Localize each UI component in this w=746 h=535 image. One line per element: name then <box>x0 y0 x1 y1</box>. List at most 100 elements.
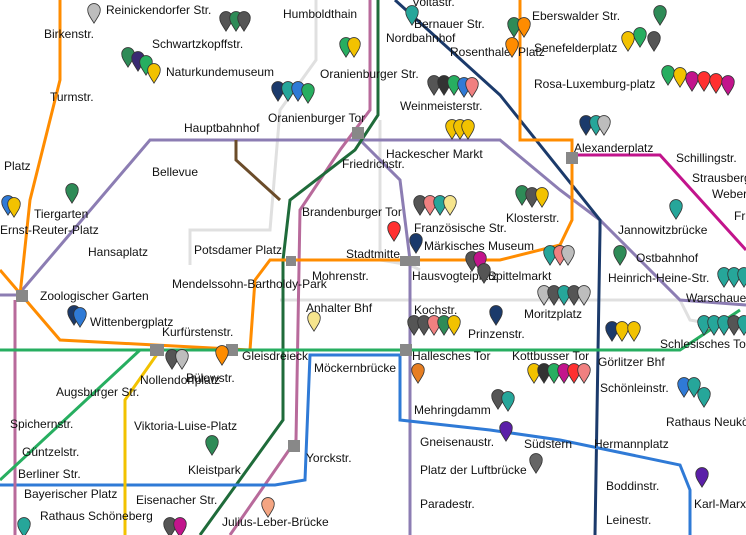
line-u6-south <box>358 138 412 535</box>
station-label: Fr <box>734 209 745 223</box>
map-pin-icon[interactable] <box>697 71 711 92</box>
station-label: Mohrenstr. <box>312 269 369 283</box>
map-pin-icon[interactable] <box>387 221 401 242</box>
map-pin-icon[interactable] <box>529 453 543 474</box>
map-pin-icon[interactable] <box>301 83 315 104</box>
map-pin-icon[interactable] <box>627 321 641 342</box>
station-label: Leinestr. <box>606 513 651 527</box>
map-pin-icon[interactable] <box>461 119 475 140</box>
station-label: Nollendorfplatz <box>140 373 220 387</box>
map-pin-icon[interactable] <box>685 71 699 92</box>
map-pin-icon[interactable] <box>147 63 161 84</box>
station-label: Karl-Marx-Str. <box>694 497 746 511</box>
station-label: Brandenburger Tor <box>302 205 402 219</box>
station-label: Gleisdreieck <box>242 349 309 363</box>
map-pin-icon[interactable] <box>215 345 229 366</box>
station-label: Zoologischer Garten <box>40 289 149 303</box>
station-label: Spittelmarkt <box>488 269 552 283</box>
map-pin-icon[interactable] <box>535 187 549 208</box>
map-pin-icon[interactable] <box>443 195 457 216</box>
station-label: Prinzenstr. <box>468 327 525 341</box>
station-label: Spichernstr. <box>10 417 73 431</box>
station-label: Märkisches Museum <box>424 239 534 253</box>
station-label: Alexanderplatz <box>574 141 653 155</box>
station-label: Schwartzkopffstr. <box>152 37 243 51</box>
map-pin-icon[interactable] <box>501 391 515 412</box>
line-u5 <box>234 140 282 202</box>
station-label: Potsdamer Platz <box>194 243 282 257</box>
map-pin-icon[interactable] <box>173 517 187 535</box>
map-pin-icon[interactable] <box>489 305 503 326</box>
map-pin-icon[interactable] <box>7 197 21 218</box>
map-pin-icon[interactable] <box>87 3 101 24</box>
map-pin-icon[interactable] <box>661 65 675 86</box>
map-pin-icon[interactable] <box>17 517 31 535</box>
map-pin-icon[interactable] <box>633 27 647 48</box>
station-label: Turmstr. <box>50 90 94 104</box>
map-pin-icon[interactable] <box>307 311 321 332</box>
map-pin-icon[interactable] <box>597 115 611 136</box>
map-pin-icon[interactable] <box>647 31 661 52</box>
station-label: Gneisenaustr. <box>420 435 494 449</box>
station-label: Eberswalder Str. <box>532 9 620 23</box>
map-pin-icon[interactable] <box>411 363 425 384</box>
tick-stadtmitte <box>400 256 420 266</box>
station-label: Platz der Luftbrücke <box>420 463 527 477</box>
map-pin-icon[interactable] <box>73 307 87 328</box>
map-pin-icon[interactable] <box>347 37 361 58</box>
station-label: Rathaus Schöneberg <box>40 509 153 523</box>
map-pin-icon[interactable] <box>577 363 591 384</box>
map-pin-icon[interactable] <box>577 285 591 306</box>
line-light-3 <box>378 120 421 272</box>
station-label: Klosterstr. <box>506 211 559 225</box>
map-pin-icon[interactable] <box>409 233 423 254</box>
map-pin-icon[interactable] <box>561 245 575 266</box>
station-label: Schillingstr. <box>676 151 737 165</box>
station-label: Kurfürstenstr. <box>162 325 233 339</box>
station-label: Strausberger <box>692 171 746 185</box>
line-u1-path <box>0 308 741 352</box>
station-label: Kleistpark <box>188 463 242 477</box>
map-pin-icon[interactable] <box>175 349 189 370</box>
station-label: Birkenstr. <box>44 27 94 41</box>
map-pin-icon[interactable] <box>615 321 629 342</box>
station-label: Hansaplatz <box>88 245 148 259</box>
station-label: Hallesches Tor <box>412 349 490 363</box>
tick-gleisdreieck <box>226 344 238 356</box>
map-pin-icon[interactable] <box>653 5 667 26</box>
station-label: Platz <box>4 159 31 173</box>
map-pin-icon[interactable] <box>721 75 735 96</box>
map-pin-icon[interactable] <box>237 11 251 32</box>
station-label: Augsburger Str. <box>56 385 139 399</box>
map-pin-icon[interactable] <box>737 267 746 288</box>
map-pin-icon[interactable] <box>709 73 723 94</box>
station-label: Naturkundemuseum <box>166 65 274 79</box>
map-pin-icon[interactable] <box>499 421 513 442</box>
map-pin-icon[interactable] <box>621 31 635 52</box>
station-label: Bayerischer Platz <box>24 487 117 501</box>
station-label: Rathaus Neukölln <box>666 415 746 429</box>
station-label: Mendelssohn-Bartholdy-Park <box>172 277 328 291</box>
map-pin-icon[interactable] <box>65 183 79 204</box>
station-label: Bülowstr. <box>186 371 235 385</box>
map-pin-icon[interactable] <box>447 315 461 336</box>
map-pin-icon[interactable] <box>669 199 683 220</box>
line-u6 <box>0 138 746 535</box>
station-label: Nordbahnhof <box>386 31 456 45</box>
line-ringbahn <box>228 0 372 535</box>
station-label: Tiergarten <box>34 207 88 221</box>
map-pin-icon[interactable] <box>613 245 627 266</box>
map-pin-icon[interactable] <box>737 315 746 336</box>
station-label: Wittenbergplatz <box>90 315 173 329</box>
map-pin-icon[interactable] <box>465 77 479 98</box>
line-u3-path <box>123 349 162 535</box>
map-pin-icon[interactable] <box>695 467 709 488</box>
map-pin-icon[interactable] <box>673 67 687 88</box>
map-pin-icon[interactable] <box>205 435 219 456</box>
map-pin-icon[interactable] <box>697 387 711 408</box>
station-label: Kochstr. <box>414 303 457 317</box>
line-u2-west <box>18 0 62 296</box>
station-label: Hausvogteiplatz <box>412 269 497 283</box>
tick-friedrichstr <box>352 127 364 139</box>
